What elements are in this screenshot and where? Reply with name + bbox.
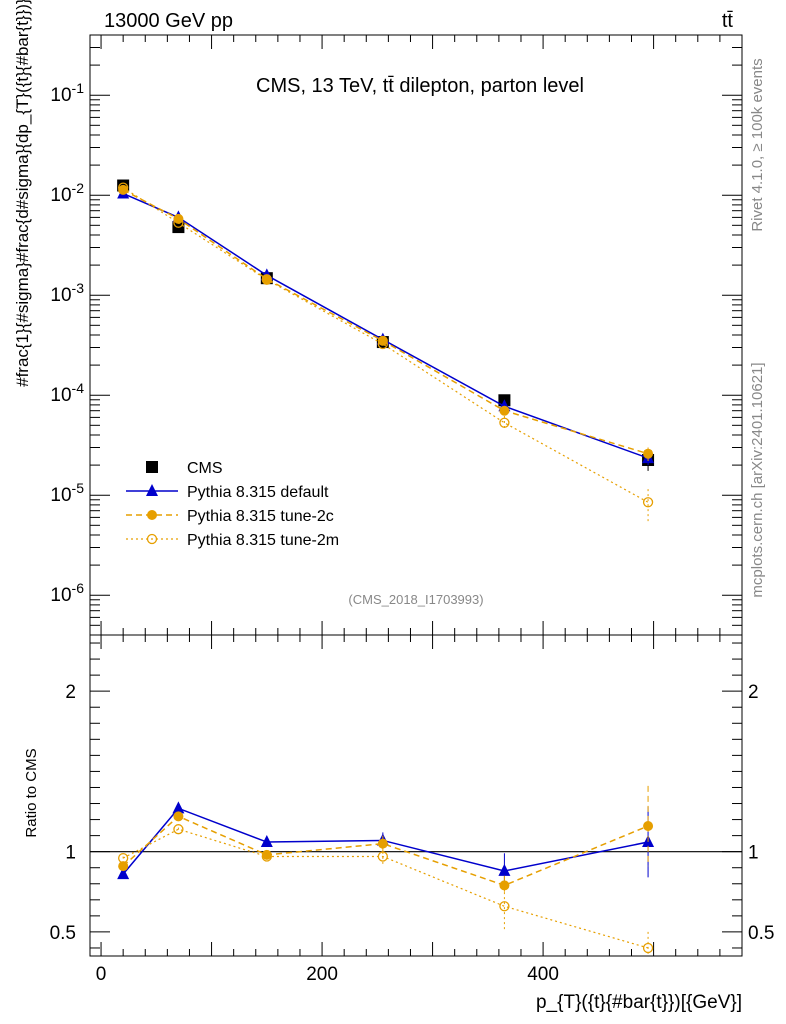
- tune2m-marker: [499, 901, 510, 912]
- default-marker: [260, 835, 273, 848]
- ratio-y-tick-label: 1: [65, 843, 76, 864]
- tune2m-marker: [261, 851, 272, 862]
- tune2c-marker: [499, 405, 510, 416]
- y-tick-label: 10-4: [50, 380, 84, 406]
- y-tick-label: 10-1: [50, 80, 84, 106]
- tune2c-marker: [377, 838, 388, 849]
- main-y-axis: 10-1 10-2 10-3 10-4 10-5 10-6: [50, 34, 742, 636]
- x-axis: 0 200 400: [96, 35, 721, 985]
- ratio-series-clipped: [117, 785, 655, 956]
- ratio-y-axis: 0.5 0.5 1 1 2 2: [50, 642, 774, 949]
- tune2m-marker: [642, 942, 654, 954]
- tune2c-marker: [173, 811, 184, 822]
- tune2c-marker: [643, 820, 654, 831]
- default-marker: [117, 867, 130, 880]
- tune2m-marker: [499, 417, 510, 428]
- default-marker: [172, 801, 185, 814]
- ratio-y-tick-label-right: 2: [748, 682, 759, 703]
- rivet-label: Rivet 4.1.0, ≥ 100k events: [749, 58, 766, 231]
- legend-label-tune2m: Pythia 8.315 tune-2m: [187, 532, 339, 549]
- tune2m-marker: [377, 851, 388, 862]
- tune2c-marker: [643, 448, 654, 459]
- y-tick-label: 10-3: [50, 280, 84, 306]
- default-series-line: [122, 807, 649, 875]
- ratio-y-tick-label-right: 1: [748, 843, 759, 864]
- tune2m-marker: [118, 852, 129, 864]
- ratio-y-tick-label: 2: [65, 682, 76, 703]
- x-tick-label: 0: [96, 964, 107, 985]
- legend-marker-default: [146, 484, 158, 496]
- chart-title: CMS, 13 TeV, tt̄ dilepton, parton level: [256, 75, 584, 97]
- mcplots-label: mcplots.cern.ch [arXiv:2401.10621]: [749, 362, 766, 597]
- y-tick-label: 10-6: [50, 580, 84, 606]
- tune2m-marker: [261, 274, 272, 285]
- tune2c-marker: [118, 184, 129, 195]
- x-tick-label: 400: [527, 964, 559, 985]
- legend-marker-data: [146, 461, 158, 473]
- ratio-y-axis-title: Ratio to CMS: [23, 748, 40, 837]
- legend-label-data: CMS: [187, 460, 223, 477]
- process-label: tt̄: [722, 10, 734, 32]
- x-tick-label: 200: [306, 964, 338, 985]
- tune2m-series-line: [122, 828, 649, 949]
- ratio-series-layer: [117, 785, 655, 956]
- legend-marker-tune2m: [146, 533, 158, 545]
- tune2m-marker: [173, 824, 184, 835]
- main-y-axis-title: #frac{1}{#sigma}#frac{d#sigma}{dp_{T}({t…: [13, 0, 32, 387]
- tune2c-series-line: [122, 815, 649, 887]
- legend-label-tune2c: Pythia 8.315 tune-2c: [187, 508, 334, 525]
- tune2m-marker: [173, 217, 184, 228]
- legend: CMS Pythia 8.315 default Pythia 8.315 tune…: [126, 460, 339, 549]
- main-series-layer: [117, 179, 655, 522]
- tune2m-marker: [377, 338, 388, 350]
- tune2m-marker: [118, 182, 129, 193]
- y-tick-label: 10-5: [50, 480, 84, 506]
- y-tick-label: 10-2: [50, 180, 84, 206]
- ratio-y-tick-label-right: 0.5: [748, 923, 774, 944]
- legend-marker-tune2c: [147, 510, 157, 520]
- tune2c-marker: [499, 880, 510, 891]
- x-axis-title: p_{T}({t}{#bar{t}})[{GeV}]: [536, 992, 742, 1013]
- ratio-panel-frame: [89, 634, 743, 957]
- default-series-line: [122, 192, 649, 459]
- tune2c-series-line: [122, 189, 649, 455]
- ratio-y-tick-label: 0.5: [50, 923, 76, 944]
- default-marker: [498, 863, 511, 876]
- analysis-label: (CMS_2018_I1703993): [348, 592, 483, 607]
- tune2m-marker: [642, 497, 654, 508]
- legend-label-default: Pythia 8.315 default: [187, 484, 329, 501]
- tune2m-series-line: [122, 187, 649, 503]
- tune2c-marker: [118, 861, 129, 872]
- energy-label: 13000 GeV pp: [104, 10, 233, 32]
